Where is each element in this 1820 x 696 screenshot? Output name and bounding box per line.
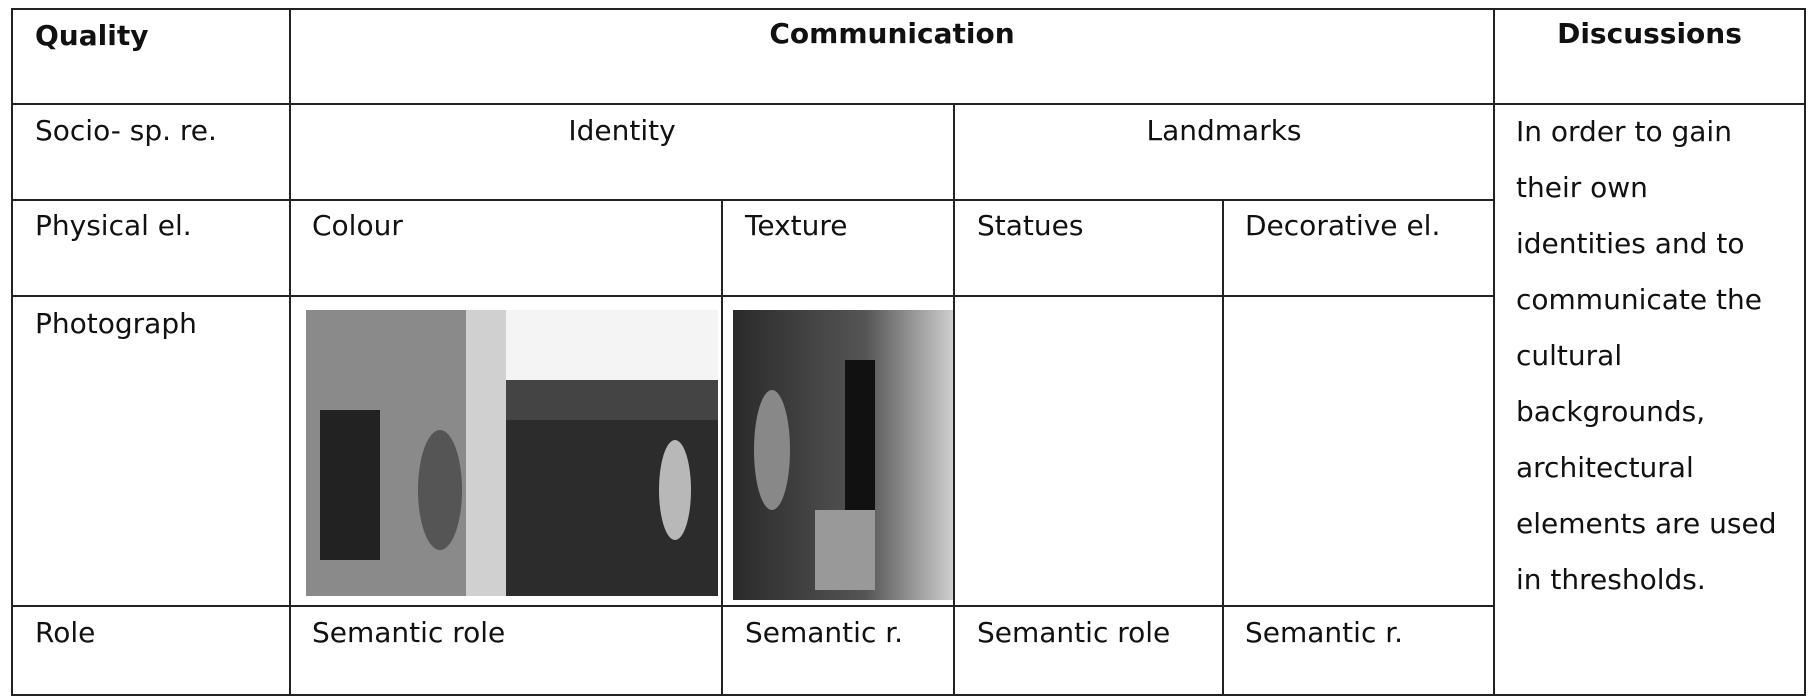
cell: Colour: [312, 209, 403, 242]
photo-colour: [306, 310, 718, 596]
cell: Identity: [568, 114, 676, 147]
grid-lines: [11, 8, 1806, 696]
row-label: Socio- sp. re.: [35, 114, 217, 147]
cell: Texture: [745, 209, 848, 242]
row-label: Physical el.: [35, 209, 192, 242]
header-communication: Communication: [769, 17, 1015, 50]
row-label: Role: [35, 616, 96, 649]
photo-texture: [733, 310, 954, 600]
discussion-text: In order to gain their own identities an…: [1516, 115, 1777, 596]
cell: Semantic r.: [745, 616, 904, 649]
cell: Semantic role: [312, 616, 506, 649]
header-quality: Quality: [35, 19, 149, 52]
cell: Decorative el.: [1245, 209, 1441, 242]
cell: Landmarks: [1146, 114, 1302, 147]
cell: Semantic r.: [1245, 616, 1404, 649]
cell: Statues: [977, 209, 1084, 242]
cell: Semantic role: [977, 616, 1171, 649]
header-discussions: Discussions: [1557, 17, 1742, 50]
row-label: Photograph: [35, 307, 197, 340]
